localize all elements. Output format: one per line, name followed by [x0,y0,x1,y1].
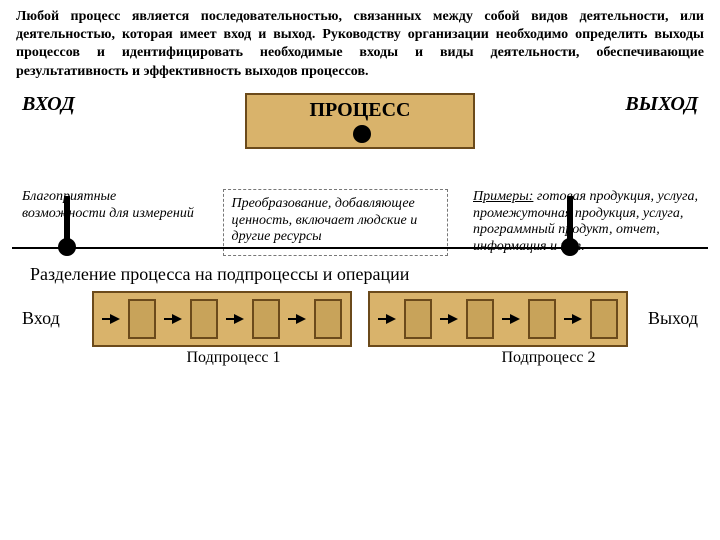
operation-box [528,299,556,339]
subprocess-1-label: Подпроцесс 1 [84,349,383,367]
process-label: ПРОЦЕСС [310,99,411,121]
mid-center-text: Преобразование, добавляющее ценность, вк… [223,189,448,256]
arrow-mid-icon [234,247,479,249]
arrow-icon [164,314,182,324]
arrow-icon [502,314,520,324]
arrow-icon [288,314,306,324]
operation-box [190,299,218,339]
subprocess-2 [368,291,628,347]
operation-box [128,299,156,339]
arrow-icon [440,314,458,324]
output-line-icon [567,196,573,244]
input-line-icon [64,196,70,244]
arrow-icon [226,314,244,324]
input-label: ВХОД [22,93,192,116]
subprocess-wrap [92,291,628,347]
operation-box [252,299,280,339]
subprocess-names: Подпроцесс 1 Подпроцесс 2 [84,349,698,367]
subprocess-row: Вход Выход [22,291,698,347]
arrow-right-icon [479,247,708,249]
sub-input-label: Вход [22,308,80,329]
intro-text: Любой процесс является последовательност… [12,8,708,89]
examples-title: Примеры: [473,189,533,204]
subprocess-1 [92,291,352,347]
mid-left-text: Благоприятные возможности для измерений [22,189,197,256]
top-row: ВХОД ПРОЦЕСС ВЫХОД [12,93,708,149]
mid-right-col: Примеры: готовая продукция, услуга, пром… [473,189,698,256]
operation-box [314,299,342,339]
subprocess-2-label: Подпроцесс 2 [399,349,698,367]
operation-box [590,299,618,339]
arrow-icon [564,314,582,324]
arrow-icon [102,314,120,324]
process-dot-icon [353,125,371,143]
mid-row: Благоприятные возможности для измерений … [22,189,698,256]
process-box: ПРОЦЕСС [245,93,475,149]
section-title: Разделение процесса на подпроцессы и опе… [30,264,708,285]
operation-box [404,299,432,339]
sub-output-label: Выход [640,308,698,329]
operation-box [466,299,494,339]
arrow-left-icon [12,247,234,249]
output-label: ВЫХОД [528,93,698,116]
arrow-icon [378,314,396,324]
